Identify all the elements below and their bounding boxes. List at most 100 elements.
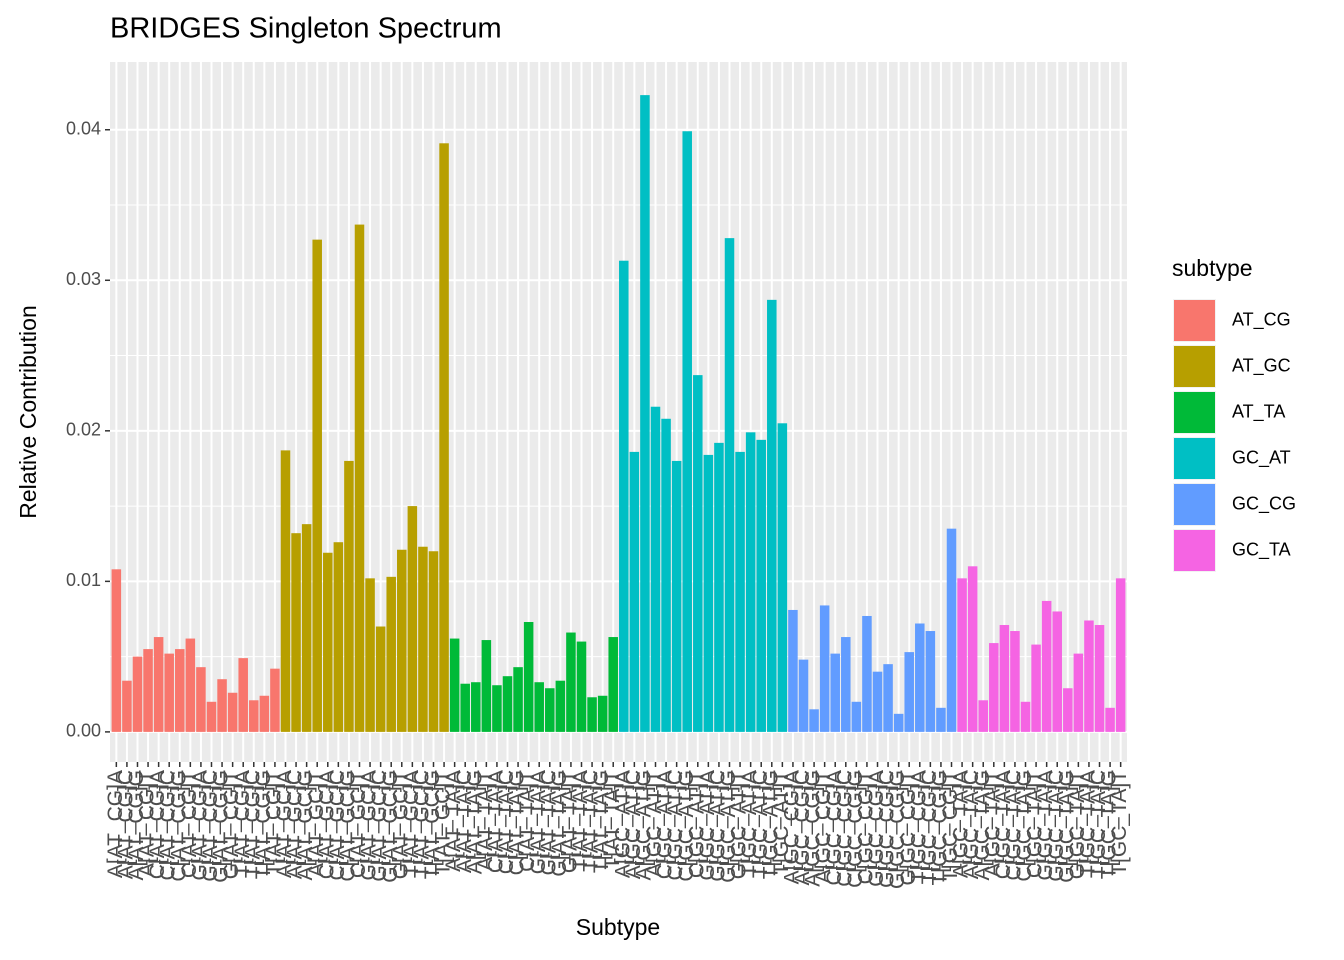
- bar: [756, 439, 766, 732]
- bar: [1115, 578, 1126, 732]
- x-tick-label: C[GC_CG]C: [833, 770, 856, 887]
- bar: [449, 638, 460, 732]
- bar: [418, 546, 428, 732]
- x-tick-label: T[AT_CG]C: [241, 770, 264, 878]
- bar: [555, 680, 566, 732]
- bar: [915, 623, 925, 732]
- y-tick-label: 0.00: [66, 721, 101, 741]
- y-axis-title: Relative Contribution: [15, 305, 41, 519]
- bar: [143, 649, 153, 732]
- x-tick-label: A[GC_TA]A: [950, 770, 973, 878]
- y-tick-label: 0.02: [66, 420, 101, 440]
- x-tick-label: G[AT_CG]G: [210, 770, 233, 883]
- x-tick-label: T[AT_GC]G: [421, 770, 444, 879]
- bar: [270, 668, 280, 732]
- x-tick-label: C[AT_GC]T: [347, 770, 370, 878]
- bar: [534, 682, 544, 732]
- legend-label: AT_CG: [1232, 309, 1291, 330]
- x-tick-label: G[AT_TA]T: [558, 770, 581, 873]
- bar: [312, 239, 322, 732]
- x-tick-label: C[AT_CG]C: [157, 770, 180, 880]
- x-tick-label: A[GC_TA]C: [960, 770, 983, 879]
- x-tick-label: G[AT_GC]C: [368, 770, 391, 882]
- bar: [967, 566, 978, 732]
- bar: [798, 659, 809, 732]
- x-axis-title: Subtype: [576, 914, 660, 940]
- bar: [576, 641, 587, 732]
- bar: [460, 683, 470, 732]
- x-tick-label: T[AT_CG]G: [252, 770, 275, 879]
- bar: [439, 143, 449, 732]
- bar: [249, 700, 259, 732]
- x-tick-label: C[GC_TA]A: [992, 770, 1015, 879]
- bar: [745, 432, 756, 732]
- x-tick-label: G[AT_TA]G: [548, 770, 571, 877]
- x-tick-label: T[AT_GC]T: [432, 770, 455, 876]
- x-tick-label: T[GC_TA]T: [1108, 770, 1131, 876]
- bar: [111, 569, 122, 732]
- chart-title: BRIDGES Singleton Spectrum: [110, 13, 502, 45]
- bar: [301, 524, 312, 732]
- x-tick-label: C[GC_TA]G: [1013, 770, 1036, 882]
- bar: [492, 685, 502, 732]
- x-tick-label: A[AT_TA]T: [474, 770, 497, 871]
- bar: [471, 682, 481, 732]
- legend-label: GC_TA: [1232, 539, 1291, 560]
- x-tick-label: T[AT_TA]C: [580, 770, 603, 872]
- x-tick-label: G[GC_AT]A: [696, 770, 719, 880]
- bar: [280, 450, 291, 732]
- legend-label: AT_TA: [1232, 401, 1285, 422]
- x-tick-label: A[GC_AT]G: [632, 770, 655, 880]
- bar: [502, 676, 513, 732]
- bar: [671, 460, 682, 732]
- bar: [650, 406, 661, 732]
- x-tick-label: A[AT_TA]A: [442, 770, 465, 872]
- x-tick-label: T[AT_GC]A: [400, 770, 423, 877]
- bar: [122, 680, 132, 732]
- x-tick-label: T[GC_TA]A: [1076, 770, 1099, 877]
- x-tick-label: A[GC_AT]C: [622, 770, 645, 879]
- legend-label: GC_AT: [1232, 447, 1291, 468]
- x-tick-label: A[AT_GC]G: [294, 770, 317, 880]
- x-tick-label: G[AT_CG]C: [199, 770, 222, 882]
- x-tick-label: A[AT_TA]C: [453, 770, 476, 873]
- bar: [714, 442, 724, 732]
- x-tick-label: C[GC_TA]C: [1002, 770, 1025, 880]
- x-tick-label: T[AT_GC]C: [410, 770, 433, 878]
- bar: [397, 549, 407, 732]
- bar: [323, 552, 333, 732]
- x-tick-label: G[GC_CG]T: [897, 770, 920, 886]
- bar: [1052, 611, 1062, 732]
- bar: [640, 95, 650, 732]
- x-tick-label: G[GC_TA]C: [1045, 770, 1068, 882]
- legend-swatch: [1174, 530, 1215, 571]
- bar: [767, 299, 777, 732]
- x-tick-label: C[GC_AT]T: [685, 770, 708, 878]
- bar: [217, 679, 227, 732]
- x-tick-label: T[AT_TA]T: [601, 770, 624, 870]
- bar: [1020, 701, 1031, 732]
- bar: [862, 615, 872, 732]
- x-tick-label: A[GC_CG]T: [812, 770, 835, 883]
- x-tick-label: C[GC_AT]A: [654, 770, 677, 879]
- bar: [788, 609, 798, 732]
- x-tick-label: T[GC_AT]T: [770, 770, 793, 876]
- x-tick-label: A[GC_CG]C: [791, 770, 814, 886]
- legend-swatch: [1174, 346, 1215, 387]
- bar: [703, 454, 714, 732]
- x-tick-label: T[GC_TA]C: [1087, 770, 1110, 878]
- bar: [206, 701, 217, 732]
- bar: [883, 664, 893, 732]
- bar: [481, 640, 492, 732]
- bar: [978, 700, 988, 732]
- bar: [989, 643, 999, 732]
- x-tick-label: A[AT_CG]G: [125, 770, 148, 880]
- bar: [545, 688, 555, 732]
- bar: [1031, 644, 1041, 732]
- legend-swatch: [1174, 300, 1215, 341]
- bar: [693, 375, 703, 732]
- legend-swatch: [1174, 392, 1215, 433]
- x-tick-label: T[AT_CG]A: [231, 770, 254, 877]
- x-tick-label: G[AT_GC]G: [379, 770, 402, 883]
- bar: [1041, 600, 1052, 732]
